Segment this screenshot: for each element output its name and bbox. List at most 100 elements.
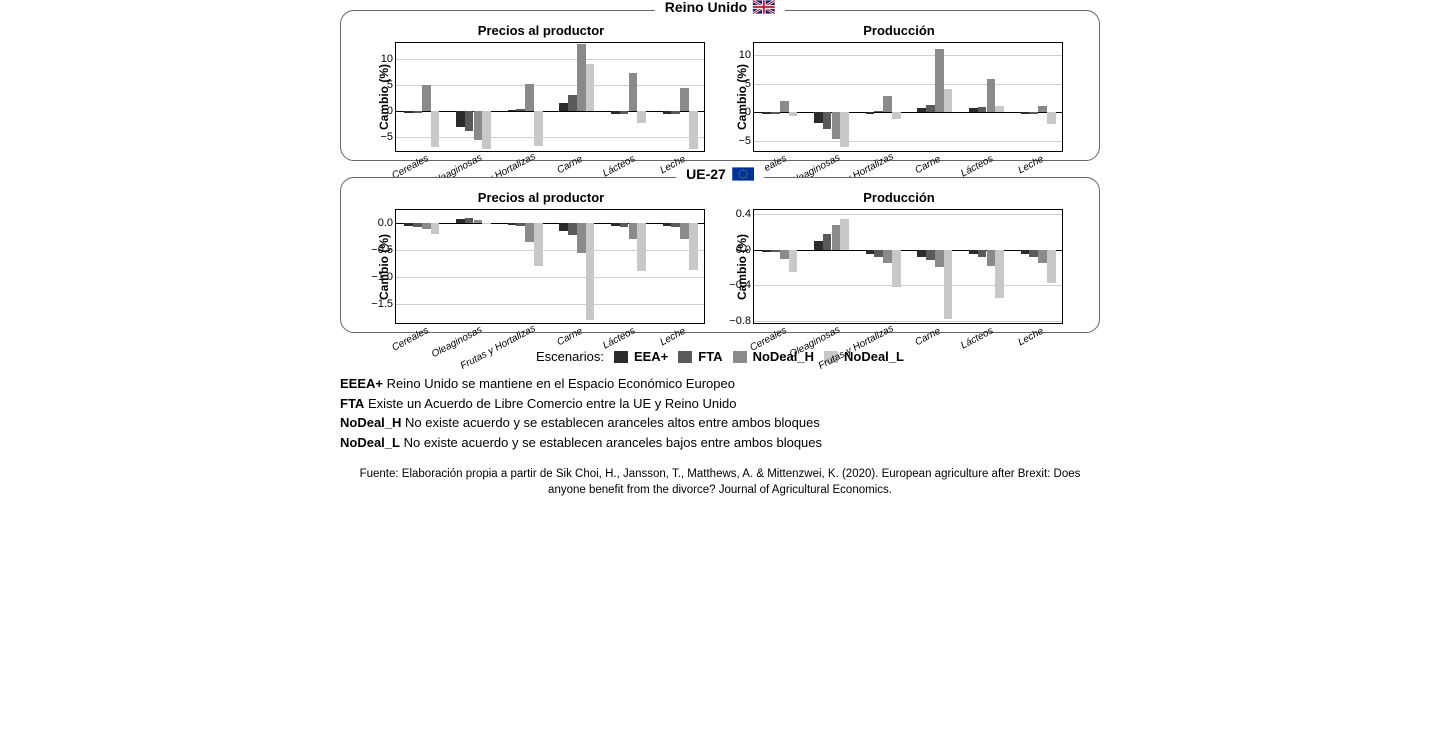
- chart-plot: −50510CerealesOleaginosasFrutas y Hortal…: [753, 42, 1063, 152]
- definition-text: No existe acuerdo y se establecen arance…: [404, 435, 822, 450]
- bar: [456, 219, 465, 223]
- definition-row: FTA Existe un Acuerdo de Libre Comercio …: [340, 394, 1090, 414]
- bar: [944, 89, 953, 112]
- bar: [586, 64, 595, 111]
- x-tick-label: Carne: [913, 154, 942, 177]
- bar: [978, 250, 987, 257]
- bar: [840, 112, 849, 146]
- y-tick-label: −0.5: [371, 244, 393, 256]
- bar: [780, 101, 789, 113]
- bar: [883, 96, 892, 112]
- chart-plot: −0.8−0.40.00.4CerealesOleaginosasFrutas …: [753, 209, 1063, 324]
- chart-container: Producción Cambio (%) −0.8−0.40.00.4Cere…: [735, 190, 1063, 324]
- bar: [917, 108, 926, 112]
- bar: [568, 95, 577, 111]
- definition-text: No existe acuerdo y se establecen arance…: [405, 415, 820, 430]
- bar: [474, 220, 483, 223]
- x-tick-label: Leche: [1017, 154, 1046, 177]
- chart-title: Precios al productor: [478, 190, 604, 205]
- bar: [516, 223, 525, 226]
- bar: [944, 250, 953, 319]
- bar: [1047, 250, 1056, 284]
- bar: [762, 112, 771, 114]
- bar: [892, 112, 901, 119]
- bar: [689, 111, 698, 149]
- bar: [629, 73, 638, 111]
- bar: [680, 88, 689, 112]
- bar: [1029, 112, 1038, 113]
- bar: [637, 223, 646, 271]
- bar: [413, 223, 422, 227]
- chart-container: Precios al productor Cambio (%) −1.5−1.0…: [377, 190, 705, 324]
- bar: [1021, 250, 1030, 254]
- bar: [404, 223, 413, 226]
- bar: [482, 111, 491, 149]
- bar: [823, 234, 832, 250]
- bar: [814, 241, 823, 250]
- bar: [978, 107, 987, 112]
- legend-swatch: [614, 351, 628, 363]
- bar: [663, 111, 672, 114]
- bar: [508, 110, 517, 111]
- bar: [689, 223, 698, 270]
- bar: [780, 250, 789, 259]
- bar: [465, 218, 474, 223]
- bar: [508, 223, 517, 225]
- bar: [926, 250, 935, 261]
- bar: [987, 79, 996, 113]
- bar: [577, 223, 586, 252]
- definition-row: NoDeal_H No existe acuerdo y se establec…: [340, 413, 1090, 433]
- bar: [559, 223, 568, 231]
- y-tick-label: 0.4: [736, 208, 751, 220]
- y-tick-label: 0: [387, 105, 393, 117]
- legend-swatch: [733, 351, 747, 363]
- bar: [832, 225, 841, 250]
- definition-row: EEEA+ Reino Unido se mantiene en el Espa…: [340, 374, 1090, 394]
- x-tick-label: Carne: [555, 154, 584, 177]
- y-axis-label: Cambio (%): [735, 64, 749, 130]
- bar: [995, 250, 1004, 299]
- bar: [969, 108, 978, 112]
- chart-title: Precios al productor: [478, 23, 604, 38]
- eu-flag-icon: [732, 167, 754, 181]
- bar: [422, 223, 431, 228]
- y-tick-label: 0.0: [378, 217, 393, 229]
- panel-title: Reino Unido: [655, 0, 785, 15]
- x-tick-label: Lácteos: [601, 325, 637, 351]
- bar: [620, 111, 629, 114]
- bar: [771, 250, 780, 253]
- bar: [534, 111, 543, 146]
- bar: [1021, 112, 1030, 113]
- y-tick-label: −1.5: [371, 298, 393, 310]
- x-tick-label: Lácteos: [601, 153, 637, 179]
- bar: [969, 250, 978, 254]
- bar: [525, 84, 534, 111]
- y-tick-label: 5: [387, 79, 393, 91]
- x-tick-label: Carne: [555, 326, 584, 349]
- definition-key: NoDeal_H: [340, 415, 401, 430]
- bar: [559, 103, 568, 111]
- definition-text: Reino Unido se mantiene en el Espacio Ec…: [387, 376, 735, 391]
- bar: [832, 112, 841, 139]
- legend: Escenarios:EEA+FTANoDeal_HNoDeal_L: [340, 349, 1100, 364]
- bar: [883, 250, 892, 263]
- bar: [1038, 106, 1047, 113]
- source-citation: Fuente: Elaboración propia a partir de S…: [340, 466, 1100, 498]
- bar: [637, 111, 646, 123]
- bar: [823, 112, 832, 128]
- bar: [663, 223, 672, 226]
- bar: [465, 111, 474, 131]
- bar: [629, 223, 638, 239]
- chart-plot: −50510CerealesOleaginosasFrutas y Hortal…: [395, 42, 705, 152]
- panel-title-text: Reino Unido: [665, 0, 747, 15]
- bar: [525, 223, 534, 242]
- bar: [892, 250, 901, 287]
- panel-group: Reino Unido Precios al productor Cambio …: [340, 10, 1100, 161]
- bar: [814, 112, 823, 122]
- y-tick-label: −0.8: [729, 315, 751, 327]
- bar: [762, 250, 771, 252]
- y-tick-label: 5: [745, 78, 751, 90]
- bar: [866, 112, 875, 113]
- bar: [577, 44, 586, 111]
- bar: [404, 111, 413, 113]
